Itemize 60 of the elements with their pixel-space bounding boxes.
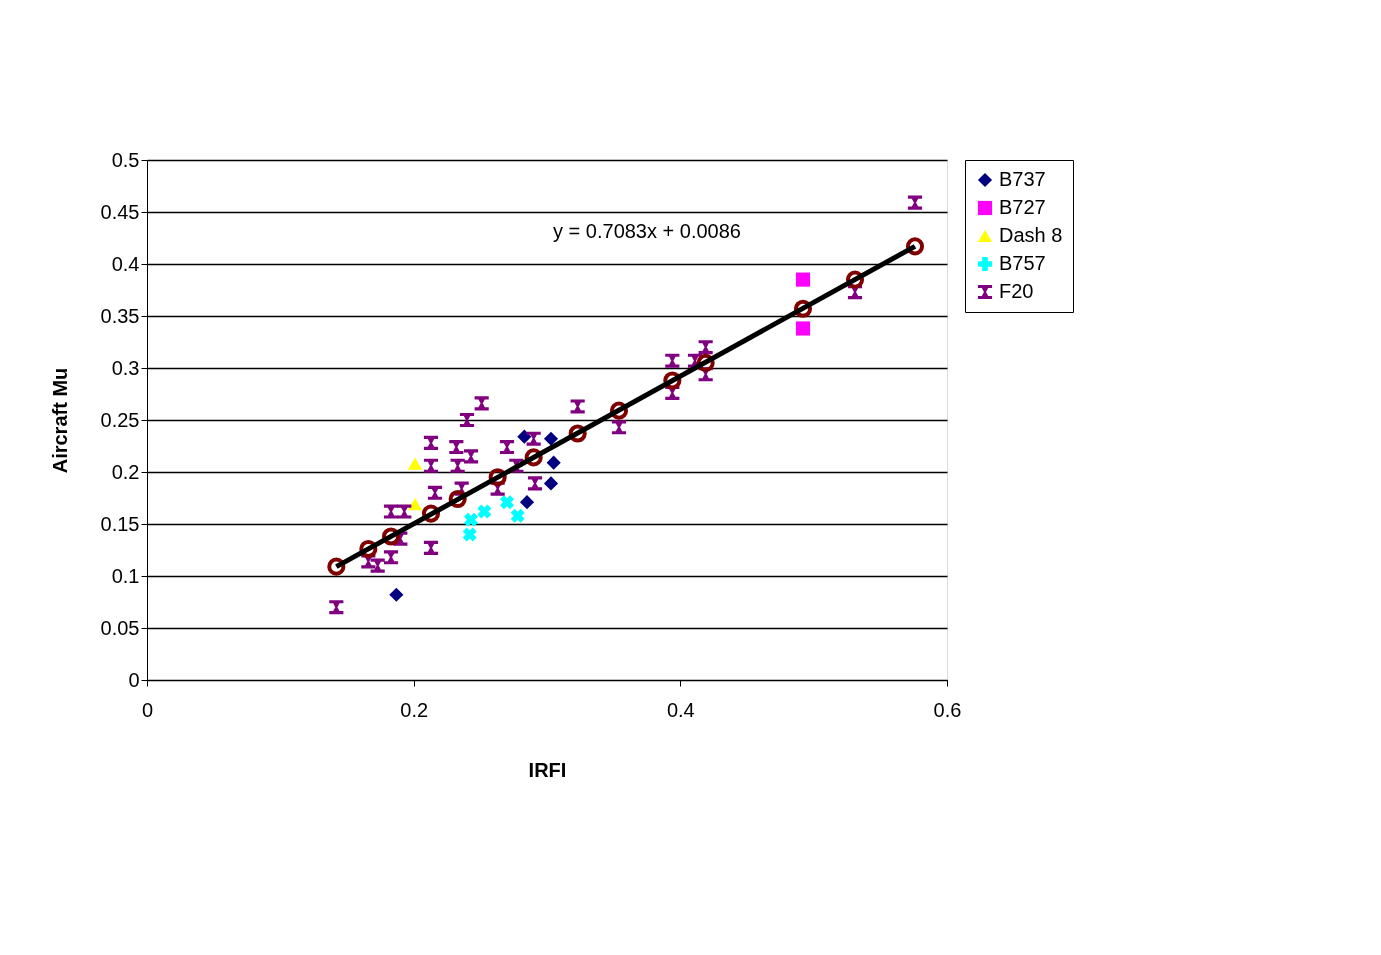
point <box>500 495 514 510</box>
point <box>450 458 465 473</box>
y-tick-label: 0.35 <box>100 304 140 327</box>
point <box>462 527 477 542</box>
point <box>407 498 423 511</box>
point <box>383 550 399 565</box>
point <box>570 399 585 414</box>
y-tick-label: 0.05 <box>100 616 140 639</box>
point <box>389 587 404 602</box>
point <box>543 431 559 446</box>
point <box>665 353 680 368</box>
point <box>543 476 559 491</box>
point <box>464 512 478 527</box>
legend-label: B757 <box>999 252 1046 274</box>
point <box>463 449 479 464</box>
point <box>459 412 475 428</box>
x-tick-label: 0.2 <box>400 698 429 721</box>
point <box>449 439 464 455</box>
y-tick-label: 0.3 <box>111 356 140 379</box>
legend-label: Dash 8 <box>999 224 1063 246</box>
y-tick-label: 0.15 <box>100 512 140 535</box>
x-tick-label: 0.6 <box>933 698 962 721</box>
y-tick-label: 0.2 <box>111 460 140 483</box>
point <box>795 272 811 287</box>
point <box>907 195 923 210</box>
point <box>510 508 525 523</box>
y-axis-title: Aircraft Mu <box>48 367 71 474</box>
point <box>527 476 543 491</box>
legend-label: B727 <box>999 196 1046 218</box>
y-tick-label: 0.25 <box>100 408 140 431</box>
x-axis-title: IRFI <box>528 758 567 781</box>
y-tick-label: 0.45 <box>100 200 140 223</box>
point <box>397 504 412 519</box>
point <box>611 420 627 435</box>
point <box>499 439 515 455</box>
x-tick-label: 0 <box>141 698 154 721</box>
point <box>423 540 439 555</box>
point <box>519 495 535 510</box>
point <box>795 321 811 336</box>
y-tick-label: 0.4 <box>111 252 140 275</box>
point <box>423 435 439 450</box>
point <box>517 429 532 444</box>
point <box>329 600 344 615</box>
point <box>407 457 423 470</box>
legend-label: B737 <box>999 168 1046 190</box>
point <box>526 431 541 446</box>
point <box>383 504 399 519</box>
point <box>474 396 489 411</box>
x-tick-label: 0.4 <box>666 698 695 721</box>
annotation: y = 0.7083x + 0.0086 <box>553 220 741 242</box>
y-tick-label: 0.5 <box>111 148 140 171</box>
point <box>477 504 492 519</box>
point <box>698 340 713 355</box>
point <box>423 458 439 473</box>
y-tick-label: 0 <box>128 668 140 691</box>
legend-label: F20 <box>999 280 1034 302</box>
y-tick-label: 0.1 <box>111 564 140 587</box>
point <box>546 455 561 470</box>
point <box>427 485 443 500</box>
point <box>370 558 385 573</box>
